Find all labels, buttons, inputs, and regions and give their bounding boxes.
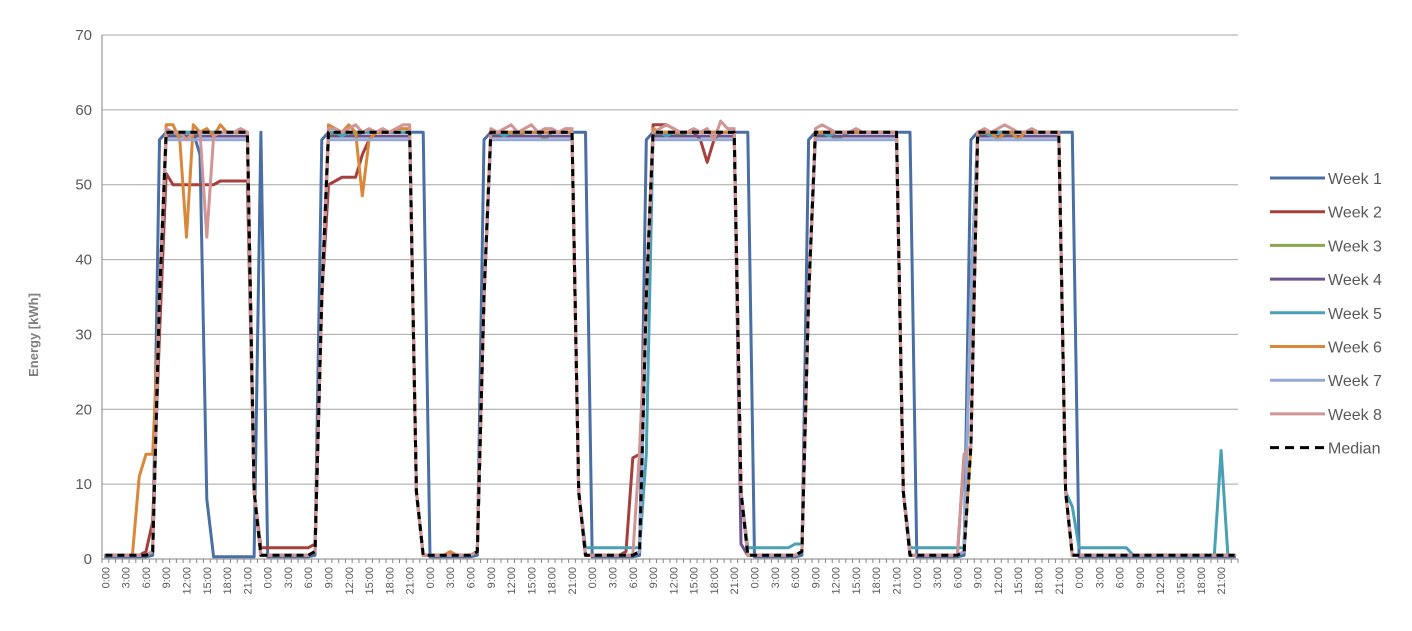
x-tick-label: 18:00: [871, 567, 883, 595]
y-tick-label: 50: [75, 177, 92, 194]
y-tick-label: 30: [75, 326, 92, 343]
x-tick-label: 12:00: [182, 567, 194, 595]
x-tick-label: 18:00: [1196, 567, 1208, 595]
x-tick-label: 9:00: [1135, 567, 1147, 588]
x-tick-label: 18:00: [384, 567, 396, 595]
legend-label: Median: [1328, 441, 1380, 458]
legend-label: Week 7: [1328, 373, 1382, 390]
legend-label: Week 3: [1328, 238, 1382, 255]
x-tick-label: 3:00: [283, 567, 295, 588]
legend-label: Week 2: [1328, 205, 1382, 222]
y-tick-label: 60: [75, 102, 92, 119]
x-tick-label: 21:00: [892, 567, 904, 595]
x-tick-label: 6:00: [466, 567, 478, 588]
series-line-week-8: [103, 119, 1237, 557]
x-tick-label: 12:00: [831, 567, 843, 595]
x-tick-label: 15:00: [1176, 567, 1188, 595]
x-tick-label: 0:00: [425, 567, 437, 588]
x-tick-label: 9:00: [810, 567, 822, 588]
y-tick-label: 20: [75, 401, 92, 418]
legend: Week 1 Week 2 Week 3 Week 4 Week 5 Week 6 Week…: [1270, 171, 1382, 458]
x-tick-label: 0:00: [750, 567, 762, 588]
x-tick-label: 3:00: [1094, 567, 1106, 588]
x-tick-label: 6:00: [952, 567, 964, 588]
x-tick-label: 6:00: [303, 567, 315, 588]
x-tick-label: 21:00: [1054, 567, 1066, 595]
y-tick-label: 10: [75, 476, 92, 493]
x-tick-label: 18:00: [709, 567, 721, 595]
x-tick-label: 3:00: [932, 567, 944, 588]
x-tick-label: 21:00: [1216, 567, 1228, 595]
x-tick-label: 9:00: [486, 567, 498, 588]
x-tick-label: 15:00: [851, 567, 863, 595]
legend-label: Week 4: [1328, 272, 1382, 289]
x-tick-label: 9:00: [324, 567, 336, 588]
x-tick-label: 15:00: [689, 567, 701, 595]
x-tick-label: 6:00: [790, 567, 802, 588]
x-tick-label: 15:00: [526, 567, 538, 595]
x-tick-label: 18:00: [1034, 567, 1046, 595]
x-tick-label: 3:00: [121, 567, 133, 588]
x-tick-label: 3:00: [608, 567, 620, 588]
x-tick-label: 15:00: [1013, 567, 1025, 595]
x-tick-label: 21:00: [567, 567, 579, 595]
legend-label: Week 6: [1328, 340, 1382, 357]
x-tick-label: 6:00: [628, 567, 640, 588]
x-tick-label: 0:00: [587, 567, 599, 588]
x-tick-label: 3:00: [445, 567, 457, 588]
legend-label: Week 1: [1328, 171, 1382, 188]
x-tick-label: 3:00: [770, 567, 782, 588]
x-tick-label: 18:00: [222, 567, 234, 595]
x-tick-label: 12:00: [668, 567, 680, 595]
x-tick-label: 12:00: [993, 567, 1005, 595]
y-tick-label: 0: [84, 551, 92, 568]
x-tick-label: 12:00: [344, 567, 356, 595]
x-tick-label: 0:00: [1074, 567, 1086, 588]
x-tick-label: 21:00: [242, 567, 254, 595]
legend-label: Week 5: [1328, 306, 1382, 323]
x-tick-label: 9:00: [973, 567, 985, 588]
x-tick-label: 6:00: [141, 567, 153, 588]
y-tick-label: 70: [75, 27, 92, 44]
x-tick-label: 18:00: [547, 567, 559, 595]
gridlines: [102, 34, 1238, 560]
x-tick-label: 15:00: [202, 567, 214, 595]
x-tick-label: 0:00: [912, 567, 924, 588]
x-tick-label: 21:00: [729, 567, 741, 595]
x-tick-label: 6:00: [1115, 567, 1127, 588]
series-line-median: [105, 130, 1235, 557]
y-axis-label: Energy [kWh]: [26, 293, 41, 377]
x-tick-label: 9:00: [648, 567, 660, 588]
x-tick-label: 0:00: [100, 567, 112, 588]
axes: 0 10 20 30 40 50 60 70 0:00 3:00 6:00 9:00 12:00 15:0…: [75, 27, 1239, 595]
legend-label: Week 8: [1328, 407, 1382, 424]
x-tick-label: 12:00: [506, 567, 518, 595]
x-tick-label: 0:00: [263, 567, 275, 588]
x-tick-label: 12:00: [1155, 567, 1167, 595]
x-tick-label: 9:00: [161, 567, 173, 588]
y-tick-label: 40: [75, 252, 92, 269]
series-lines: [103, 119, 1237, 559]
x-tick-label: 15:00: [364, 567, 376, 595]
x-tick-label: 21:00: [405, 567, 417, 595]
